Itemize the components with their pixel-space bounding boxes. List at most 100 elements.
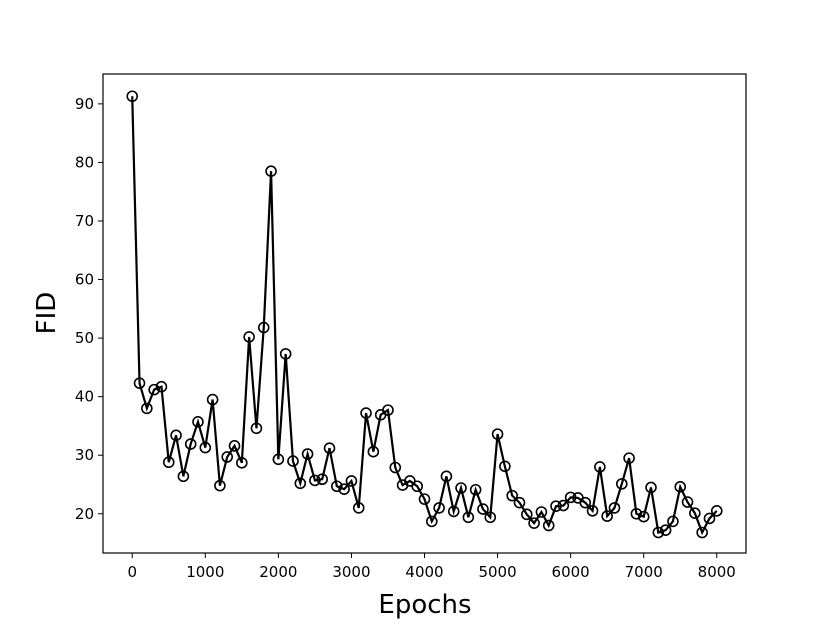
marker [148,383,160,396]
x-tick-label: 0 [127,563,137,581]
line [131,96,718,536]
marker [221,451,234,463]
marker [608,502,621,514]
marker [630,507,643,520]
marker [681,496,694,508]
marker [535,506,548,518]
marker [294,477,307,490]
marker [389,461,402,474]
y-tick-label: 40 [75,388,94,406]
marker [331,480,343,493]
x-tick-label: 6000 [552,563,590,581]
marker [652,526,665,539]
marker [309,474,321,487]
marker [710,505,723,517]
y-axis-label: FID [32,292,62,335]
marker [316,473,329,486]
x-tick-label: 3000 [332,563,370,581]
marker [382,404,394,416]
marker [214,479,226,492]
marker [703,512,716,525]
marker [206,393,219,406]
y-tick-label: 90 [75,95,94,113]
marker [228,440,241,452]
marker [499,460,511,473]
marker [513,496,526,509]
marker [338,483,350,495]
x-tick-label: 2000 [259,563,297,581]
marker [199,441,212,454]
marker [367,445,380,458]
marker [623,452,635,464]
marker [418,493,431,505]
y-tick-label: 30 [75,446,94,464]
marker [696,526,708,539]
marker [236,457,248,469]
marker [659,524,672,536]
marker [674,481,687,493]
marker [506,489,518,502]
marker [594,461,606,473]
marker [426,515,438,528]
marker [462,511,475,524]
marker [469,483,482,496]
marker [177,470,190,483]
marker [126,90,139,103]
marker [265,165,277,178]
marker [257,321,270,334]
marker [542,519,555,532]
marker [477,503,489,515]
marker [564,491,577,504]
marker [550,500,562,512]
marker [411,480,423,493]
marker [345,475,358,487]
marker [579,496,592,509]
marker [155,380,168,393]
marker [162,456,175,469]
marker [133,377,146,389]
x-axis-label: Epochs [378,590,471,620]
marker [279,348,292,360]
marker [323,442,336,454]
marker [184,438,197,450]
x-tick-label: 1000 [186,563,224,581]
x-tick-label: 5000 [478,563,516,581]
marker [484,511,497,524]
y-tick-label: 70 [75,212,94,230]
marker [360,407,372,419]
plot-frame [102,73,747,554]
marker [287,455,299,467]
marker [440,470,453,483]
marker [520,508,533,521]
marker [243,331,255,343]
marker [141,402,153,415]
marker [250,422,263,435]
y-tick-label: 20 [75,505,94,523]
marker [352,502,365,514]
marker [667,515,679,528]
marker [301,448,314,460]
x-tick-label: 7000 [625,563,663,581]
marker [637,510,650,523]
marker [447,505,460,518]
marker [528,517,540,529]
x-tick-label: 4000 [405,563,443,581]
marker [557,499,570,512]
marker [615,478,628,490]
marker [433,502,445,514]
marker [491,428,504,440]
x-tick-label: 8000 [698,563,736,581]
y-tick-label: 50 [75,329,94,347]
marker [455,482,467,494]
marker [272,453,285,466]
marker [645,481,657,494]
y-tick-label: 60 [75,271,94,289]
marker [586,505,599,517]
marker [689,507,701,519]
y-tick-label: 80 [75,153,94,171]
marker [192,416,204,428]
marker [601,510,613,522]
marker [170,429,182,442]
